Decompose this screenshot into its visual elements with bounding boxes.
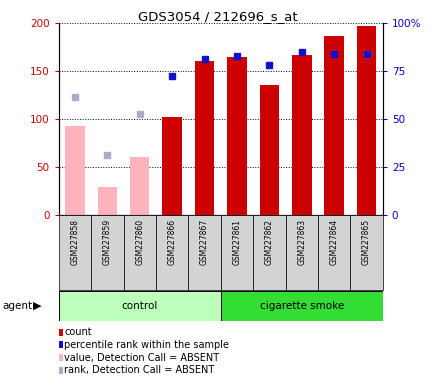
Text: rank, Detection Call = ABSENT: rank, Detection Call = ABSENT xyxy=(64,365,214,375)
Text: ▶: ▶ xyxy=(33,301,42,311)
Bar xyxy=(253,215,285,290)
Text: GSM227862: GSM227862 xyxy=(264,219,273,265)
Text: GSM227858: GSM227858 xyxy=(70,219,79,265)
Text: count: count xyxy=(64,327,92,337)
Text: GSM227863: GSM227863 xyxy=(296,219,306,265)
Text: GSM227866: GSM227866 xyxy=(167,219,176,265)
Text: GDS3054 / 212696_s_at: GDS3054 / 212696_s_at xyxy=(138,10,296,23)
Bar xyxy=(156,215,188,290)
Text: control: control xyxy=(121,301,158,311)
Bar xyxy=(91,215,123,290)
Bar xyxy=(324,36,343,215)
Text: GSM227864: GSM227864 xyxy=(329,219,338,265)
Bar xyxy=(123,215,155,290)
Text: GSM227860: GSM227860 xyxy=(135,219,144,265)
Bar xyxy=(285,215,317,290)
Bar xyxy=(356,26,375,215)
Bar xyxy=(59,215,91,290)
Bar xyxy=(220,291,382,321)
Bar xyxy=(65,126,85,215)
Bar xyxy=(59,291,220,321)
Bar xyxy=(350,215,382,290)
Bar xyxy=(130,157,149,215)
Text: percentile rank within the sample: percentile rank within the sample xyxy=(64,340,229,350)
Bar xyxy=(291,55,311,215)
Bar xyxy=(317,215,350,290)
Text: cigarette smoke: cigarette smoke xyxy=(259,301,343,311)
Text: value, Detection Call = ABSENT: value, Detection Call = ABSENT xyxy=(64,353,219,362)
Text: GSM227861: GSM227861 xyxy=(232,219,241,265)
Text: GSM227867: GSM227867 xyxy=(200,219,209,265)
Bar xyxy=(188,215,220,290)
Text: agent: agent xyxy=(2,301,32,311)
Bar xyxy=(97,187,117,215)
Text: GSM227859: GSM227859 xyxy=(102,219,112,265)
Text: GSM227865: GSM227865 xyxy=(361,219,370,265)
Bar xyxy=(162,117,181,215)
Bar xyxy=(194,61,214,215)
Bar xyxy=(227,56,246,215)
Bar xyxy=(356,26,375,215)
Bar xyxy=(220,215,253,290)
Bar xyxy=(259,86,279,215)
